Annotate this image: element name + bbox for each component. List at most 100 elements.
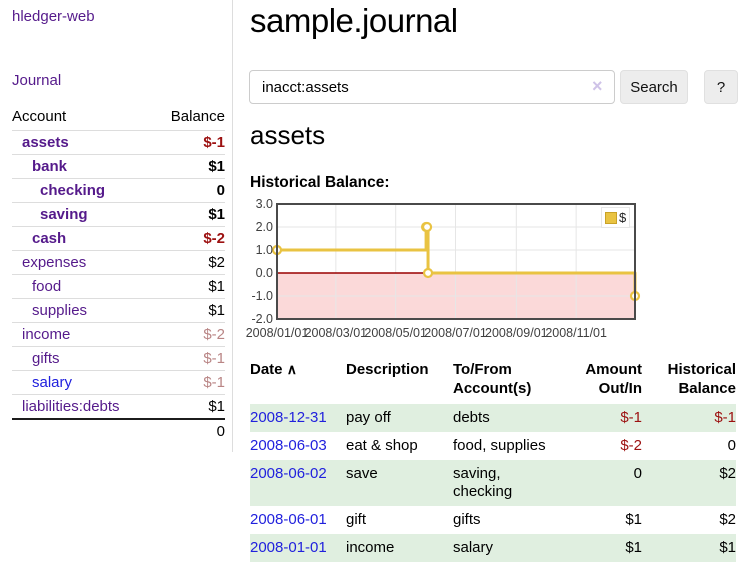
account-row: supplies $1 [12,299,225,323]
account-balance: $1 [208,158,225,175]
search-button[interactable]: Search [620,70,688,104]
transaction-date-link[interactable]: 2008-12-31 [250,409,327,426]
y-axis-tick-label: 3.0 [255,197,273,211]
account-balance: $-1 [203,134,225,151]
account-heading: assets [250,120,326,150]
transaction-accounts: salary [453,534,565,562]
transaction-row: 2008-06-02 save saving, checking 0 $2 [250,460,736,506]
transaction-row: 2008-06-01 gift gifts $1 $2 [250,506,736,534]
page-title: sample.journal [250,2,458,39]
transaction-balance: $2 [642,460,736,506]
transaction-description: save [346,460,453,506]
account-row: gifts $-1 [12,347,225,371]
transaction-date-link[interactable]: 2008-06-03 [250,437,327,454]
transaction-row: 2008-01-01 income salary $1 $1 [250,534,736,562]
register-header-row: Date ∧ Description To/From Account(s) Am… [250,358,736,404]
account-link[interactable]: assets [22,134,69,151]
transaction-accounts: saving, checking [453,460,565,506]
historical-balance-chart[interactable]: $ 3.0 2.0 1.0 0.0 -1.0 -2.0 2008/01/01 2008/03/… [246,196,738,356]
transaction-balance: $2 [719,511,736,528]
transaction-description: eat & shop [346,437,418,454]
account-balance: $1 [208,278,225,295]
account-link[interactable]: checking [40,182,106,199]
accounts-table: Account Balance assets $-1 bank $1 checking 0… [12,104,225,443]
account-link[interactable]: food [32,278,62,295]
account-row: expenses $2 [12,251,225,275]
register-table-body: 2008-12-31 pay off debts $-1 $-1 2008-06-03 ea… [250,404,736,562]
transaction-description: gift [346,511,367,528]
account-balance: $1 [208,206,225,223]
account-balance: 0 [216,182,225,199]
account-link[interactable]: saving [40,206,88,223]
account-row: liabilities:debts $1 [12,395,225,420]
transaction-amount: $-2 [620,437,642,454]
accounts-table-body: assets $-1 bank $1 checking 0 saving $1 cash $-2 e… [12,131,225,420]
transaction-row: 2008-12-31 pay off debts $-1 $-1 [250,404,736,432]
transaction-date-link[interactable]: 2008-06-02 [250,465,327,482]
accounts-total-row: 0 [12,418,225,443]
legend-swatch-icon [605,211,617,224]
register-header-account[interactable]: To/From Account(s) [453,361,532,397]
account-row: salary $-1 [12,371,225,395]
transaction-amount: $1 [625,511,642,528]
app-brand-link[interactable]: hledger-web [12,8,95,25]
register-header-date[interactable]: Date ∧ [250,361,297,378]
account-row: cash $-2 [12,227,225,251]
x-axis-tick-label: 2008/11/01 [545,326,607,340]
account-row: saving $1 [12,203,225,227]
register-table: Date ∧ Description To/From Account(s) Am… [250,358,736,562]
account-row: food $1 [12,275,225,299]
x-axis-tick-label: 2008/07/01 [424,326,487,340]
transaction-description: income [346,534,453,562]
search-bar: × Search ? [249,70,738,104]
account-row: checking 0 [12,179,225,203]
account-balance: $1 [208,302,225,319]
sort-ascending-icon: ∧ [286,361,297,377]
account-link[interactable]: liabilities:debts [22,398,120,415]
search-input[interactable] [249,70,615,104]
accounts-header-row: Account Balance [12,104,225,131]
account-row: income $-2 [12,323,225,347]
account-link[interactable]: cash [32,230,67,247]
account-balance: $-2 [203,230,225,247]
y-axis-tick-label: -2.0 [251,312,273,326]
chart-legend: $ [601,207,631,228]
account-link[interactable]: supplies [32,302,88,319]
account-balance: $-2 [203,326,225,343]
account-balance: $-1 [203,374,225,391]
accounts-total-balance: 0 [153,418,225,443]
x-axis-tick-label: 2008/01/01 [245,326,309,340]
transaction-balance: $1 [642,534,736,562]
legend-label: $ [619,210,627,225]
y-axis-tick-label: 2.0 [255,220,273,234]
sidebar: hledger-web Journal Account Balance asse… [0,0,233,452]
transaction-balance: $-1 [642,404,736,432]
transaction-balance: 0 [727,437,736,454]
transaction-amount: $1 [565,534,642,562]
account-link[interactable]: bank [32,158,68,175]
account-link[interactable]: expenses [22,254,87,271]
account-link[interactable]: salary [32,374,73,391]
chart-canvas [271,203,641,320]
main-content: sample.journal × Search ? assets Histori… [246,0,738,582]
account-balance: $-1 [203,350,225,367]
transaction-accounts: food, supplies [453,437,546,454]
register-header-description[interactable]: Description [346,361,429,378]
transaction-date-link[interactable]: 2008-06-01 [250,511,327,528]
transaction-date-link[interactable]: 2008-01-01 [250,539,327,556]
account-row: bank $1 [12,155,225,179]
account-link[interactable]: income [22,326,71,343]
transaction-row: 2008-06-03 eat & shop food, supplies $-2 0 [250,432,736,460]
transaction-description: pay off [346,404,453,432]
sidebar-item-journal[interactable]: Journal [12,72,62,89]
y-axis-tick-label: 1.0 [255,243,273,257]
register-header-amount[interactable]: Amount Out/In [585,361,642,397]
register-header-balance[interactable]: Historical Balance [667,361,736,397]
transaction-amount: 0 [565,460,642,506]
clear-search-icon[interactable]: × [592,76,603,96]
y-axis-tick-label: 0.0 [255,266,273,280]
account-link[interactable]: gifts [32,350,60,367]
help-button[interactable]: ? [704,70,738,104]
transaction-accounts: debts [453,404,565,432]
accounts-header-balance: Balance [153,104,225,131]
